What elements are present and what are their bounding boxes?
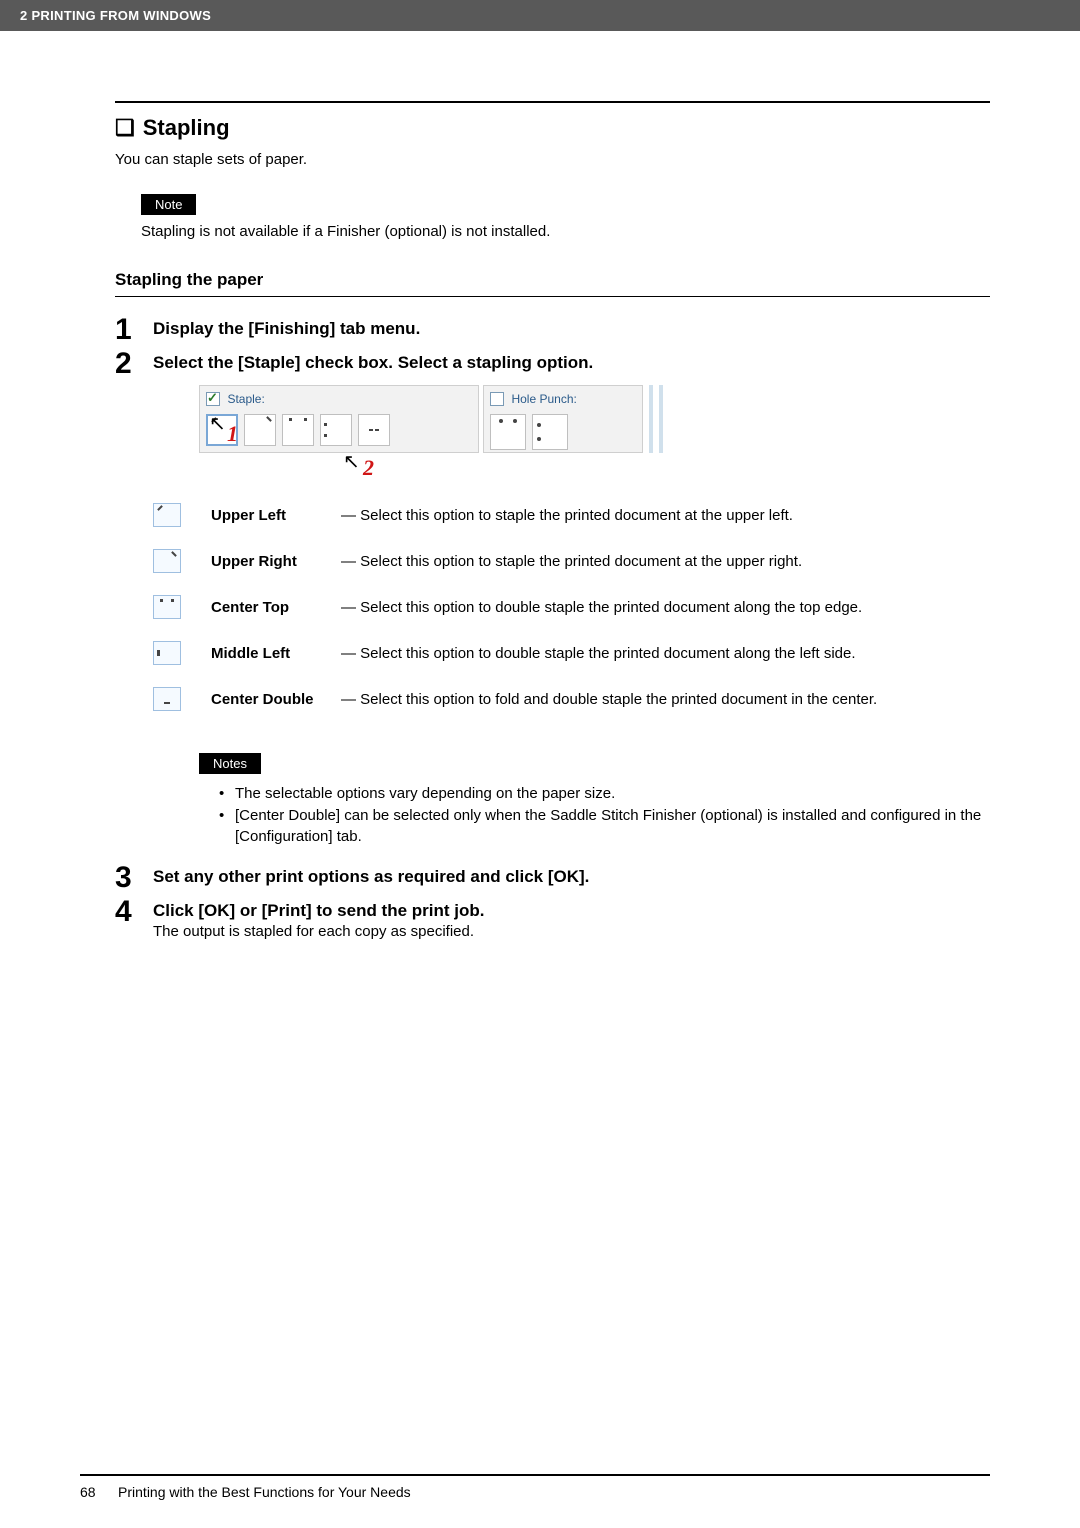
option-desc: — Select this option to double staple th… [341, 599, 862, 616]
option-center-top: Center Top — Select this option to doubl… [153, 595, 990, 619]
section-intro: You can staple sets of paper. [115, 151, 990, 168]
staple-opt-center-top[interactable] [282, 414, 314, 446]
option-icon [153, 595, 181, 619]
holepunch-opt-top[interactable] [490, 414, 526, 450]
staple-option-row [206, 414, 472, 446]
steps-list: 1 Display the [Finishing] tab menu. 2 Se… [115, 315, 990, 940]
ui-screenshot: Staple: Hole Punch: [199, 385, 669, 475]
option-icon [153, 641, 181, 665]
decorative-bar [649, 385, 653, 453]
option-label: Center Top [211, 599, 341, 616]
option-desc: — Select this option to fold and double … [341, 691, 877, 708]
step-title: Set any other print options as required … [153, 867, 990, 887]
option-icon [153, 549, 181, 573]
step-number: 4 [115, 897, 153, 927]
step-title: Click [OK] or [Print] to send the print … [153, 901, 990, 921]
section-title: ❑ Stapling [115, 115, 990, 141]
step-number: 1 [115, 315, 153, 345]
decorative-bar [659, 385, 663, 453]
note-text: Stapling is not available if a Finisher … [141, 223, 990, 240]
option-desc: — Select this option to staple the print… [341, 507, 793, 524]
staple-opt-center-double[interactable] [358, 414, 390, 446]
bullet-square-icon: ❑ [115, 117, 135, 139]
option-desc: — Select this option to staple the print… [341, 553, 802, 570]
step-number: 3 [115, 863, 153, 893]
step-2: 2 Select the [Staple] check box. Select … [115, 349, 990, 849]
option-icon [153, 503, 181, 527]
page-number: 68 [80, 1484, 96, 1500]
step-number: 2 [115, 349, 153, 379]
step-3: 3 Set any other print options as require… [115, 863, 990, 893]
holepunch-opt-left[interactable] [532, 414, 568, 450]
footer-title: Printing with the Best Functions for You… [118, 1484, 411, 1500]
option-center-double: Center Double — Select this option to fo… [153, 687, 990, 711]
footer-rule [80, 1474, 990, 1476]
step-4: 4 Click [OK] or [Print] to send the prin… [115, 897, 990, 940]
option-upper-left: Upper Left — Select this option to stapl… [153, 503, 990, 527]
option-middle-left: Middle Left — Select this option to doub… [153, 641, 990, 665]
holepunch-checkbox[interactable] [490, 392, 504, 406]
step-subtext: The output is stapled for each copy as s… [153, 923, 990, 940]
option-label: Middle Left [211, 645, 341, 662]
notes-badge: Notes [199, 753, 261, 774]
staple-checkbox-label: Staple: [227, 392, 264, 406]
staple-opt-upper-right[interactable] [244, 414, 276, 446]
step-title: Select the [Staple] check box. Select a … [153, 353, 990, 373]
page-header: 2 PRINTING FROM WINDOWS [0, 0, 1080, 31]
step-title: Display the [Finishing] tab menu. [153, 319, 990, 339]
staple-opt-middle-left[interactable] [320, 414, 352, 446]
staple-checkbox[interactable] [206, 392, 220, 406]
section-title-text: Stapling [143, 115, 230, 141]
option-label: Upper Right [211, 553, 341, 570]
option-label: Upper Left [211, 507, 341, 524]
section-rule [115, 101, 990, 103]
holepunch-option-row [490, 414, 636, 450]
notes-list: The selectable options vary depending on… [219, 784, 990, 847]
notes-item: [Center Double] can be selected only whe… [219, 806, 990, 847]
notes-item: The selectable options vary depending on… [219, 784, 990, 804]
note-badge: Note [141, 194, 196, 215]
subheading: Stapling the paper [115, 270, 990, 297]
callout-2: 2 [363, 455, 374, 481]
header-title: 2 PRINTING FROM WINDOWS [20, 8, 211, 23]
holepunch-checkbox-label: Hole Punch: [511, 392, 576, 406]
option-upper-right: Upper Right — Select this option to stap… [153, 549, 990, 573]
staple-panel: Staple: [199, 385, 479, 453]
callout-1: 1 [227, 421, 238, 447]
option-label: Center Double [211, 691, 341, 708]
option-description-list: Upper Left — Select this option to stapl… [153, 503, 990, 711]
page-footer: 68 Printing with the Best Functions for … [80, 1474, 990, 1502]
step-1: 1 Display the [Finishing] tab menu. [115, 315, 990, 345]
content-area: ❑ Stapling You can staple sets of paper.… [0, 101, 1080, 940]
option-icon [153, 687, 181, 711]
option-desc: — Select this option to double staple th… [341, 645, 856, 662]
holepunch-panel: Hole Punch: [483, 385, 643, 453]
